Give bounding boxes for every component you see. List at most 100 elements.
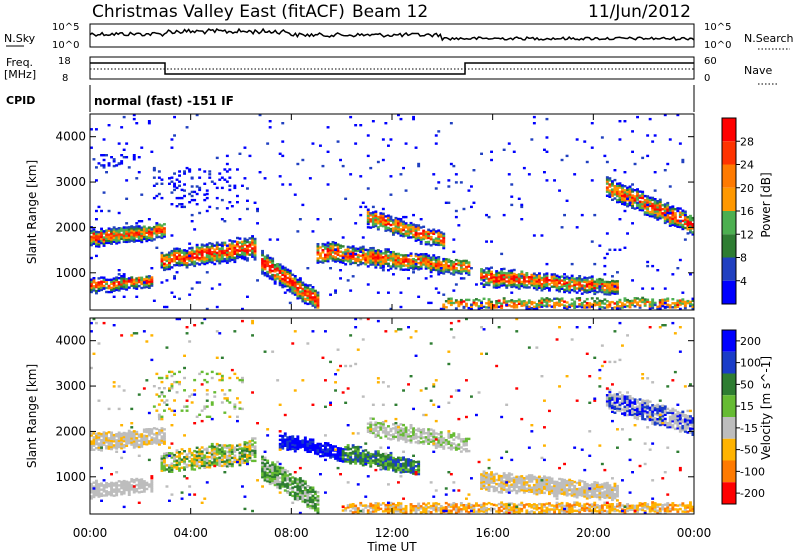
heatmap-cell	[427, 301, 431, 305]
heatmap-cell	[387, 226, 390, 230]
heatmap-cell	[326, 257, 330, 261]
heatmap-cell	[263, 267, 267, 271]
heatmap-cell	[492, 485, 496, 489]
heatmap-cell	[376, 257, 380, 260]
heatmap-cell	[502, 486, 506, 489]
heatmap-cell	[366, 154, 370, 158]
heatmap-cell	[457, 224, 461, 227]
heatmap-cell	[399, 260, 403, 263]
heatmap-cell	[228, 257, 232, 261]
heatmap-cell	[452, 446, 456, 449]
heatmap-cell	[351, 261, 355, 265]
heatmap-cell	[485, 480, 488, 483]
heatmap-cell	[417, 441, 421, 445]
heatmap-cell	[276, 486, 280, 489]
heatmap-cell	[376, 458, 380, 461]
heatmap-cell	[95, 128, 98, 131]
heatmap-cell	[545, 150, 549, 153]
heatmap-cell	[525, 475, 529, 478]
heatmap-cell	[590, 281, 594, 284]
heatmap-cell	[502, 148, 506, 151]
heatmap-cell	[311, 440, 315, 443]
heatmap-cell	[158, 227, 161, 230]
heatmap-cell	[387, 218, 390, 221]
heatmap-cell	[636, 192, 639, 195]
heatmap-cell	[595, 485, 599, 488]
heatmap-cell	[110, 230, 113, 233]
heatmap-cell	[308, 302, 312, 305]
heatmap-cell	[178, 249, 181, 253]
heatmap-cell	[122, 435, 126, 439]
heatmap-cell	[548, 279, 551, 282]
heatmap-cell	[273, 467, 277, 470]
heatmap-cell	[95, 234, 98, 238]
heatmap-cell	[434, 258, 438, 261]
heatmap-cell	[120, 440, 124, 444]
heatmap-cell	[387, 228, 390, 232]
heatmap-cell	[188, 201, 192, 204]
heatmap-cell	[306, 444, 310, 447]
heatmap-cell	[97, 243, 101, 246]
heatmap-cell	[288, 483, 292, 486]
heatmap-cell	[409, 465, 413, 468]
heatmap-cell	[555, 494, 559, 498]
heatmap-cell	[548, 484, 551, 487]
heatmap-cell	[185, 251, 189, 255]
heatmap-cell	[497, 275, 501, 279]
heatmap-cell	[158, 433, 161, 436]
heatmap-cell	[575, 283, 579, 286]
heatmap-cell	[316, 259, 320, 262]
heatmap-cell	[543, 479, 546, 482]
heatmap-cell	[117, 277, 121, 280]
heatmap-cell	[633, 299, 637, 302]
heatmap-cell	[419, 253, 423, 256]
heatmap-cell	[228, 255, 232, 259]
heatmap-cell	[205, 451, 209, 454]
heatmap-cell	[525, 286, 529, 289]
heatmap-cell	[490, 475, 493, 478]
heatmap-cell	[603, 284, 607, 288]
heatmap-cell	[366, 212, 370, 215]
heatmap-cell	[142, 225, 146, 228]
heatmap-cell	[268, 275, 272, 278]
heatmap-cell	[522, 302, 526, 305]
heatmap-cell	[105, 286, 108, 290]
heatmap-cell	[548, 289, 551, 292]
heatmap-cell	[585, 495, 589, 498]
heatmap-cell	[228, 444, 232, 447]
heatmap-cell	[563, 480, 566, 484]
heatmap-cell	[439, 271, 443, 274]
heatmap-cell	[414, 437, 418, 440]
heatmap-cell	[173, 277, 176, 280]
heatmap-cell	[296, 441, 300, 444]
heatmap-cell	[115, 284, 119, 287]
heatmap-cell	[656, 214, 660, 217]
heatmap-cell	[220, 454, 224, 457]
heatmap-cell	[225, 257, 229, 260]
heatmap-cell	[485, 473, 488, 477]
heatmap-cell	[225, 170, 229, 173]
heatmap-cell	[208, 176, 212, 179]
heatmap-cell	[492, 489, 496, 493]
heatmap-cell	[636, 206, 639, 209]
heatmap-cell	[115, 481, 119, 485]
heatmap-cell	[417, 255, 421, 259]
heatmap-cell	[548, 480, 551, 483]
heatmap-cell	[180, 205, 184, 209]
heatmap-cell	[588, 286, 592, 289]
heatmap-cell	[379, 258, 383, 261]
heatmap-cell	[462, 207, 466, 211]
heatmap-cell	[482, 484, 486, 488]
heatmap-cell	[497, 279, 501, 283]
heatmap-cell	[608, 303, 612, 306]
heatmap-cell	[145, 481, 149, 485]
heatmap-cell	[397, 466, 400, 470]
heatmap-cell	[616, 186, 619, 190]
heatmap-cell	[480, 477, 483, 480]
heatmap-cell	[497, 273, 501, 276]
heatmap-cell	[490, 278, 493, 282]
heatmap-cell	[132, 491, 136, 494]
heatmap-cell	[308, 442, 312, 445]
heatmap-cell	[638, 208, 642, 212]
heatmap-cell	[628, 193, 632, 197]
